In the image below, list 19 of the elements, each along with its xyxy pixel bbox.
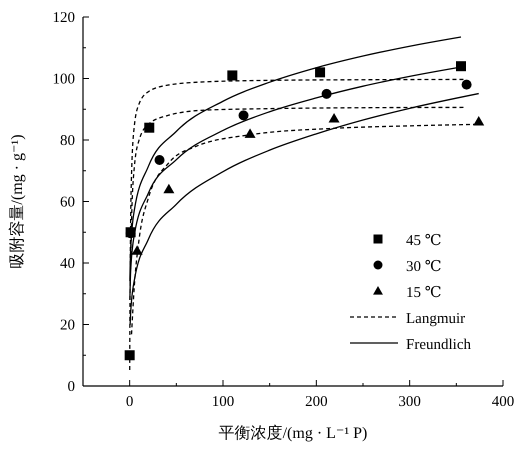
- y-tick-label: 120: [52, 10, 75, 26]
- y-tick-label: 60: [60, 194, 75, 210]
- legend-label: 45 ℃: [406, 233, 442, 249]
- x-axis-title: 平衡浓度/(mg · L⁻¹ P): [218, 424, 368, 442]
- x-tick-label: 300: [398, 394, 421, 410]
- legend-label: Freundlich: [406, 337, 472, 353]
- x-tick-label: 400: [492, 394, 514, 410]
- legend-label: Langmuir: [406, 311, 466, 327]
- x-tick-label: 0: [126, 394, 134, 410]
- legend-label: 30 ℃: [406, 259, 442, 275]
- y-tick-label: 80: [60, 133, 75, 149]
- legend-label: 15 ℃: [406, 285, 442, 301]
- y-tick-label: 20: [60, 318, 75, 334]
- x-tick-label: 100: [212, 394, 234, 410]
- y-tick-label: 100: [52, 72, 75, 88]
- y-tick-label: 0: [68, 379, 75, 395]
- y-tick-label: 40: [60, 256, 75, 272]
- x-tick-label: 200: [305, 394, 328, 410]
- y-axis-title: 吸附容量/(mg · g⁻¹): [8, 134, 26, 269]
